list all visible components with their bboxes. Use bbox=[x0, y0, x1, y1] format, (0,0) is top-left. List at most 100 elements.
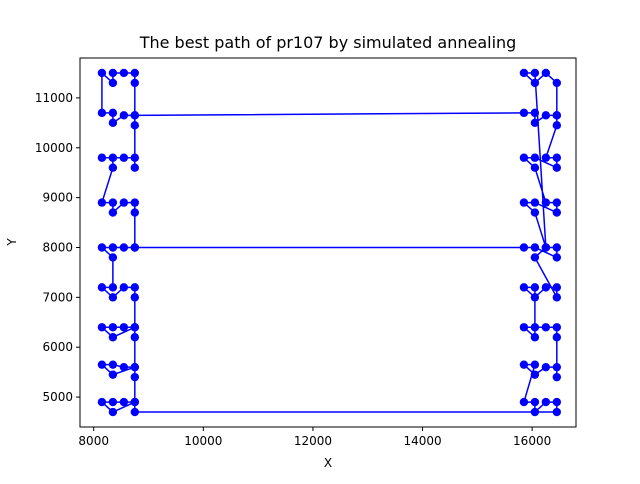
data-point bbox=[108, 360, 118, 369]
data-point bbox=[108, 407, 118, 417]
axes-frame bbox=[79, 57, 577, 428]
data-point bbox=[97, 360, 107, 369]
data-point bbox=[530, 293, 540, 302]
data-point bbox=[530, 253, 540, 262]
data-point bbox=[108, 253, 118, 262]
data-point bbox=[552, 333, 562, 342]
y-tick-label: 11000 bbox=[35, 91, 73, 105]
data-point bbox=[530, 153, 540, 162]
data-point bbox=[530, 323, 540, 332]
data-point bbox=[552, 253, 562, 262]
data-point bbox=[119, 323, 129, 332]
data-point bbox=[108, 78, 118, 88]
data-point bbox=[97, 243, 107, 252]
data-point bbox=[108, 153, 118, 162]
data-point bbox=[530, 68, 540, 78]
data-point bbox=[552, 243, 562, 252]
data-point bbox=[119, 198, 129, 207]
series-line-0 bbox=[101, 72, 558, 413]
data-point bbox=[108, 243, 118, 252]
data-point bbox=[552, 208, 562, 217]
y-tick-label: 9000 bbox=[42, 191, 73, 205]
data-point bbox=[97, 397, 107, 407]
data-point bbox=[541, 362, 551, 372]
data-point bbox=[119, 362, 129, 372]
data-point bbox=[530, 370, 540, 379]
data-point bbox=[530, 397, 540, 407]
data-point bbox=[130, 121, 140, 130]
data-point bbox=[97, 283, 107, 292]
data-point bbox=[519, 68, 529, 78]
data-point bbox=[552, 78, 562, 88]
x-tick-label: 12000 bbox=[294, 434, 332, 448]
data-point bbox=[552, 323, 562, 332]
data-point bbox=[519, 323, 529, 332]
data-point bbox=[130, 111, 140, 120]
x-tick-label: 14000 bbox=[403, 434, 441, 448]
data-point bbox=[130, 153, 140, 162]
data-point bbox=[97, 198, 107, 207]
data-point bbox=[541, 323, 551, 332]
data-point bbox=[552, 198, 562, 207]
data-point bbox=[108, 198, 118, 207]
data-point bbox=[541, 153, 551, 162]
chart-title: The best path of pr107 by simulated anne… bbox=[139, 33, 517, 52]
data-point bbox=[519, 283, 529, 292]
data-point bbox=[130, 198, 140, 207]
x-tick-label: 8000 bbox=[78, 434, 109, 448]
data-point bbox=[552, 153, 562, 162]
y-tick-label: 10000 bbox=[35, 141, 73, 155]
data-point bbox=[530, 333, 540, 342]
data-point bbox=[130, 372, 140, 382]
data-point bbox=[130, 243, 140, 252]
data-point bbox=[519, 108, 529, 118]
data-point bbox=[530, 163, 540, 172]
data-point bbox=[552, 293, 562, 302]
data-point bbox=[108, 108, 118, 118]
data-point bbox=[530, 407, 540, 417]
y-tick-label: 7000 bbox=[42, 290, 73, 304]
data-point bbox=[530, 78, 540, 88]
data-point bbox=[519, 243, 529, 252]
data-point bbox=[530, 283, 540, 292]
data-point bbox=[541, 243, 551, 252]
data-point bbox=[552, 407, 562, 417]
x-tick-label: 16000 bbox=[513, 434, 551, 448]
data-point bbox=[541, 198, 551, 207]
data-point bbox=[130, 78, 140, 88]
data-point bbox=[552, 121, 562, 130]
data-point bbox=[108, 397, 118, 407]
data-point bbox=[108, 293, 118, 302]
data-point bbox=[519, 153, 529, 162]
x-tick-label: 10000 bbox=[184, 434, 222, 448]
data-point bbox=[97, 153, 107, 162]
data-point bbox=[130, 407, 140, 417]
y-tick-label: 8000 bbox=[42, 240, 73, 254]
data-point bbox=[97, 68, 107, 78]
y-tick-label: 5000 bbox=[42, 390, 73, 404]
data-point bbox=[552, 111, 562, 120]
data-point bbox=[130, 293, 140, 302]
data-point bbox=[108, 370, 118, 379]
data-point bbox=[108, 208, 118, 217]
data-point bbox=[130, 68, 140, 78]
data-point bbox=[130, 208, 140, 217]
data-point bbox=[130, 397, 140, 407]
data-point bbox=[552, 362, 562, 372]
data-point bbox=[552, 372, 562, 382]
y-tick-label: 6000 bbox=[42, 340, 73, 354]
data-point bbox=[541, 397, 551, 407]
data-point bbox=[530, 208, 540, 217]
data-point bbox=[108, 118, 118, 128]
data-point bbox=[130, 163, 140, 172]
data-point bbox=[530, 360, 540, 369]
data-point bbox=[541, 68, 551, 78]
data-point bbox=[530, 118, 540, 128]
data-point bbox=[119, 397, 129, 407]
data-point bbox=[108, 163, 118, 172]
data-point bbox=[130, 362, 140, 372]
data-point bbox=[119, 68, 129, 78]
data-point bbox=[108, 68, 118, 78]
